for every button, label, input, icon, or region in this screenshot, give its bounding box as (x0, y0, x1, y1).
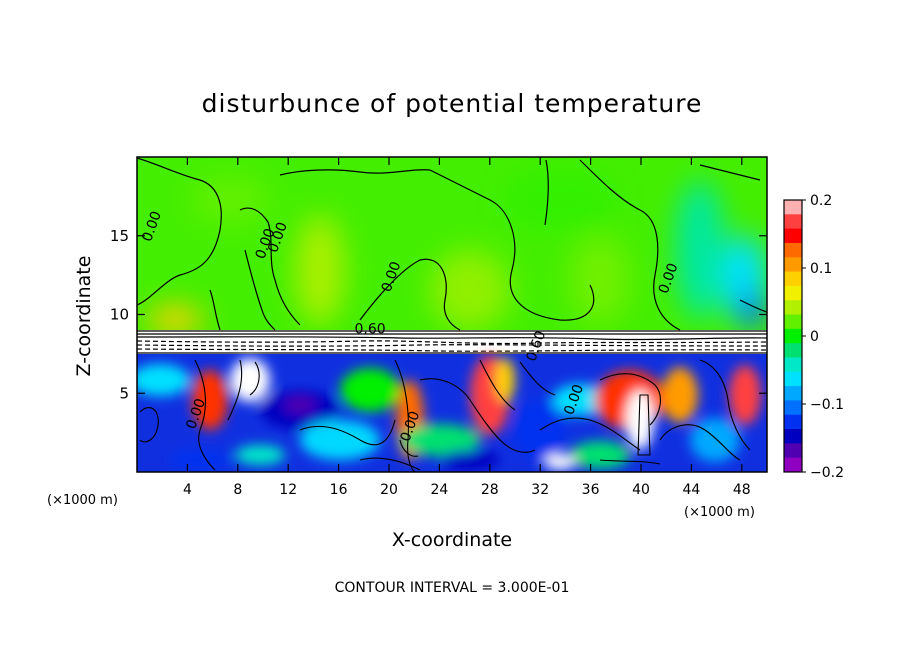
y-tick-label-1: 10 (110, 306, 129, 324)
colorbar-swatch-12 (784, 372, 802, 387)
x-tick-label-7: 32 (531, 482, 549, 498)
colorbar-swatch-0 (784, 200, 802, 215)
colorbar-swatch-17 (784, 443, 802, 458)
colorbar: 0.2 0.1 0 −0.1 −0.2 (784, 193, 844, 481)
colorbar-swatch-9 (784, 329, 802, 344)
colorbar-swatch-11 (784, 357, 802, 372)
colorbar-label-3: −0.1 (810, 397, 844, 413)
colorbar-swatch-15 (784, 415, 802, 430)
x-unit-right: (×1000 m) (684, 505, 755, 520)
x-tick-label-0: 4 (183, 482, 192, 498)
colorbar-swatch-4 (784, 257, 802, 272)
colorbar-swatch-16 (784, 429, 802, 444)
x-tick-label-11: 48 (733, 482, 751, 498)
colorbar-swatch-14 (784, 400, 802, 415)
colorbar-swatch-10 (784, 343, 802, 358)
colorbar-swatch-1 (784, 214, 802, 229)
plot-area: 0.00 0.000.00 0.000.000.60 0.600.00 0.000.00 (130, 157, 767, 472)
colorbar-swatch-18 (784, 458, 802, 473)
colorbar-label-1: 0.1 (810, 261, 832, 277)
chart-title: disturbunce of potential temperature (202, 89, 703, 118)
x-tick-label-4: 20 (380, 482, 398, 498)
colorbar-swatch-3 (784, 243, 802, 258)
colorbar-swatch-5 (784, 272, 802, 287)
contour-label-5: 0.60 (355, 321, 386, 337)
colorbar-label-4: −0.2 (810, 465, 844, 481)
colorbar-swatch-13 (784, 386, 802, 401)
y-axis-label: Z-coordinate (73, 256, 95, 377)
colorbar-label-0: 0.2 (810, 193, 832, 209)
x-tick-label-2: 12 (279, 482, 297, 498)
colorbar-swatch-8 (784, 315, 802, 330)
x-tick-label-3: 16 (330, 482, 348, 498)
y-tick-label-0: 5 (119, 384, 129, 402)
x-tick-label-5: 24 (430, 482, 448, 498)
x-tick-label-10: 44 (682, 482, 700, 498)
y-tick-label-2: 15 (110, 227, 129, 245)
x-tick-label-6: 28 (481, 482, 499, 498)
colorbar-label-2: 0 (810, 329, 819, 345)
colorbar-swatch-7 (784, 300, 802, 315)
colorbar-swatch-2 (784, 229, 802, 244)
contour-interval-note: CONTOUR INTERVAL = 3.000E-01 (335, 580, 570, 596)
x-tick-label-8: 36 (582, 482, 600, 498)
x-tick-label-1: 8 (233, 482, 242, 498)
colorbar-swatch-6 (784, 286, 802, 301)
x-tick-label-9: 40 (632, 482, 650, 498)
x-unit-left: (×1000 m) (47, 493, 118, 508)
x-axis-label: X-coordinate (392, 529, 512, 551)
